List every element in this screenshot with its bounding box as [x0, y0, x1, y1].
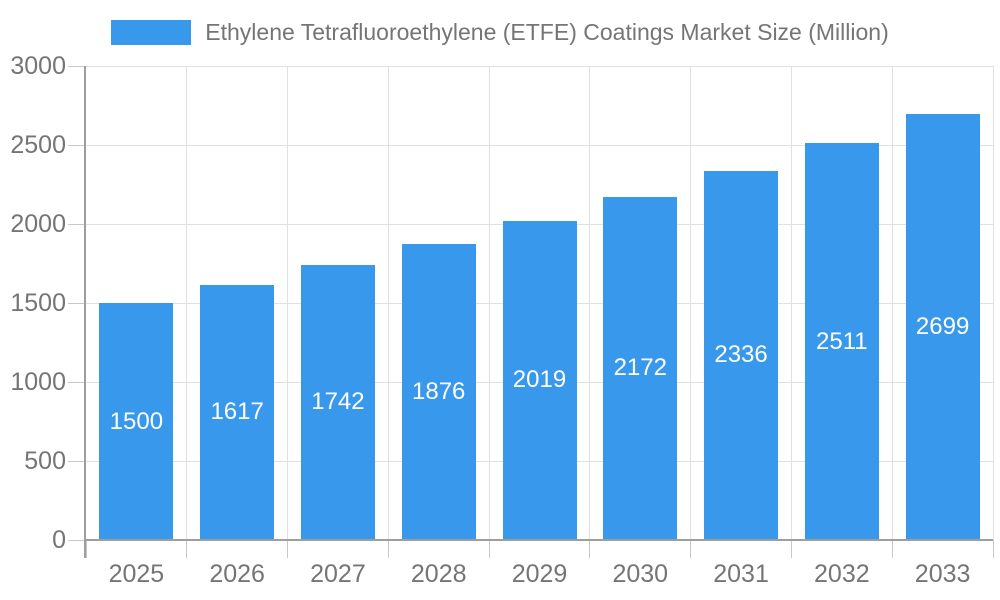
- x-axis-tick: [589, 540, 591, 558]
- x-axis-tick-label: 2026: [209, 560, 265, 588]
- bar-value-label: 1876: [412, 377, 466, 405]
- x-axis-tick: [891, 540, 893, 558]
- legend: Ethylene Tetrafluoroethylene (ETFE) Coat…: [0, 14, 1000, 50]
- x-axis-tick: [790, 540, 792, 558]
- bar-value-label: 1742: [311, 388, 365, 416]
- x-axis-tick: [287, 540, 289, 558]
- v-gridline: [690, 66, 692, 540]
- y-axis-tick-label: 1000: [10, 368, 66, 396]
- x-axis-tick-label: 2032: [814, 560, 870, 588]
- v-gridline: [891, 66, 893, 540]
- bar-2027[interactable]: 1742: [300, 264, 375, 540]
- v-gridline: [186, 66, 188, 540]
- v-gridline: [488, 66, 490, 540]
- x-axis-tick: [387, 540, 389, 558]
- y-axis-tick-label: 2000: [10, 210, 66, 238]
- bar-value-label: 1500: [109, 407, 164, 435]
- bar-2031[interactable]: 2336: [704, 170, 779, 540]
- bar-2025[interactable]: 1500: [99, 303, 174, 540]
- v-gridline: [287, 66, 289, 540]
- h-gridline: [86, 144, 993, 146]
- v-gridline: [387, 66, 389, 540]
- bar-2026[interactable]: 1617: [200, 284, 275, 540]
- legend-label: Ethylene Tetrafluoroethylene (ETFE) Coat…: [205, 18, 889, 45]
- bar-value-label: 2699: [915, 312, 970, 340]
- y-axis-tick: [68, 302, 86, 304]
- legend-item[interactable]: Ethylene Tetrafluoroethylene (ETFE) Coat…: [111, 18, 889, 46]
- bar-2028[interactable]: 1876: [401, 243, 476, 540]
- bar-value-label: 2172: [613, 354, 667, 382]
- y-axis-tick: [68, 144, 86, 146]
- x-axis-tick-label: 2027: [310, 560, 366, 588]
- x-axis-tick: [992, 540, 994, 558]
- x-axis-tick-label: 2031: [713, 560, 769, 588]
- y-axis-tick-label: 3000: [10, 52, 66, 80]
- bar-2032[interactable]: 2511: [804, 143, 879, 540]
- bar-value-label: 2511: [816, 327, 868, 355]
- bar-2030[interactable]: 2172: [603, 196, 678, 540]
- x-axis-tick-label: 2033: [914, 560, 971, 588]
- bar-value-label: 2336: [714, 341, 768, 369]
- y-axis-tick-label: 2500: [10, 131, 66, 159]
- x-axis-tick: [488, 540, 490, 558]
- x-axis-tick-label: 2029: [511, 560, 568, 588]
- h-gridline: [86, 65, 993, 67]
- y-axis-tick: [68, 223, 86, 225]
- y-axis-tick-label: 0: [52, 526, 66, 554]
- x-axis-tick: [186, 540, 188, 558]
- y-axis-tick: [68, 460, 86, 462]
- v-gridline: [589, 66, 591, 540]
- v-gridline: [992, 66, 994, 540]
- x-axis-tick-label: 2030: [612, 560, 669, 588]
- y-axis-tick-label: 1500: [10, 289, 66, 317]
- v-gridline: [790, 66, 792, 540]
- x-axis-tick-label: 2028: [410, 560, 467, 588]
- x-axis-tick-label: 2025: [108, 560, 165, 588]
- legend-swatch-icon: [111, 19, 192, 45]
- x-axis-tick: [85, 540, 87, 558]
- y-axis-tick: [68, 539, 86, 541]
- bar-value-label: 1617: [210, 398, 264, 426]
- x-axis-tick: [690, 540, 692, 558]
- y-axis-tick: [68, 381, 86, 383]
- y-axis-line: [84, 66, 86, 558]
- y-axis-tick-label: 500: [24, 447, 66, 475]
- bar-value-label: 2019: [512, 366, 567, 394]
- bar-2029[interactable]: 2019: [502, 220, 577, 540]
- y-axis-tick: [68, 65, 86, 67]
- x-axis-line: [86, 539, 993, 541]
- bar-2033[interactable]: 2699: [905, 113, 980, 540]
